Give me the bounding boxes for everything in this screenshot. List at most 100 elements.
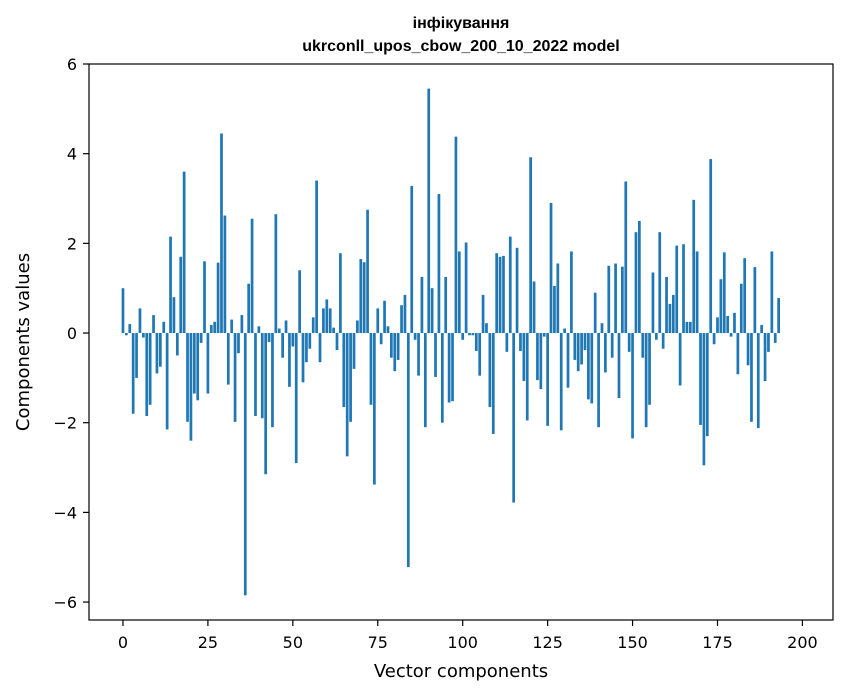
bar bbox=[257, 326, 261, 334]
bar bbox=[206, 333, 210, 394]
x-axis-label: Vector components bbox=[374, 661, 548, 682]
bar bbox=[536, 333, 539, 381]
bar bbox=[131, 333, 135, 414]
bar bbox=[454, 136, 458, 334]
bar bbox=[553, 285, 556, 334]
bar bbox=[648, 333, 651, 405]
y-tick-label: −6 bbox=[53, 593, 77, 612]
bar bbox=[722, 252, 726, 334]
bar bbox=[590, 333, 594, 404]
bar bbox=[488, 333, 492, 408]
bar bbox=[294, 333, 298, 464]
bar bbox=[430, 288, 434, 334]
bar bbox=[542, 333, 546, 337]
bar bbox=[369, 333, 373, 405]
bar bbox=[777, 298, 780, 334]
y-tick-label: −2 bbox=[53, 414, 77, 433]
bar bbox=[658, 232, 662, 334]
bar bbox=[427, 88, 431, 334]
chart-title: інфікування bbox=[413, 15, 510, 32]
bar bbox=[614, 263, 617, 334]
x-tick-label: 100 bbox=[447, 633, 478, 652]
bar bbox=[498, 256, 502, 334]
bar bbox=[631, 333, 634, 439]
bar bbox=[223, 215, 227, 334]
bar bbox=[549, 203, 553, 334]
bar bbox=[580, 333, 583, 365]
bar bbox=[165, 333, 169, 430]
bar bbox=[271, 333, 274, 428]
bar bbox=[396, 333, 400, 360]
bar bbox=[556, 263, 560, 334]
bar bbox=[695, 251, 699, 334]
bar bbox=[491, 333, 495, 434]
bar bbox=[576, 333, 580, 372]
bar bbox=[607, 265, 611, 334]
bar bbox=[675, 245, 679, 334]
bar bbox=[373, 333, 376, 485]
bar bbox=[152, 315, 155, 334]
bar bbox=[502, 255, 505, 334]
bar bbox=[661, 333, 665, 349]
bar bbox=[688, 321, 692, 334]
bar bbox=[546, 333, 549, 426]
bar bbox=[243, 333, 247, 596]
bar bbox=[250, 218, 254, 334]
bar bbox=[641, 333, 645, 358]
bar bbox=[665, 276, 668, 334]
bar bbox=[478, 333, 482, 376]
bar bbox=[386, 326, 390, 334]
bar bbox=[440, 333, 444, 423]
bar bbox=[447, 333, 451, 403]
bar bbox=[682, 244, 685, 334]
bar bbox=[573, 333, 577, 360]
y-tick-label: −4 bbox=[53, 503, 77, 522]
bar bbox=[247, 283, 251, 334]
bar bbox=[746, 333, 750, 366]
bar bbox=[376, 308, 380, 334]
bar bbox=[400, 305, 403, 334]
bar bbox=[390, 333, 393, 358]
bar bbox=[284, 320, 288, 334]
y-tick-label: 0 bbox=[67, 324, 77, 343]
bar bbox=[318, 333, 322, 363]
y-axis-ticks: −6 −4 −2 0 2 4 6 bbox=[53, 55, 89, 612]
bar bbox=[621, 266, 624, 334]
bar bbox=[423, 333, 427, 428]
bar bbox=[125, 333, 128, 336]
bar bbox=[301, 333, 305, 383]
bar bbox=[760, 324, 764, 334]
bar bbox=[420, 276, 424, 334]
bars-group bbox=[121, 88, 780, 596]
bar bbox=[495, 253, 499, 334]
bar bbox=[729, 333, 733, 337]
bar bbox=[383, 300, 386, 334]
bar bbox=[233, 333, 237, 422]
bar bbox=[587, 333, 590, 400]
bar bbox=[240, 315, 244, 334]
x-tick-label: 125 bbox=[532, 633, 563, 652]
bar bbox=[345, 333, 349, 457]
bar bbox=[128, 324, 132, 334]
bar bbox=[308, 333, 312, 349]
bar bbox=[627, 333, 631, 352]
x-tick-label: 50 bbox=[283, 633, 303, 652]
bar bbox=[529, 157, 532, 334]
bar bbox=[291, 333, 295, 347]
bar bbox=[583, 333, 587, 351]
y-tick-label: 4 bbox=[67, 145, 77, 164]
x-tick-label: 175 bbox=[702, 633, 733, 652]
bar bbox=[277, 328, 281, 334]
bar bbox=[750, 333, 753, 422]
bar bbox=[471, 333, 475, 336]
bar bbox=[485, 323, 488, 334]
bar bbox=[736, 333, 740, 375]
bar bbox=[434, 333, 437, 377]
bar bbox=[699, 333, 702, 425]
bar bbox=[328, 308, 332, 334]
bar bbox=[322, 308, 325, 334]
bar bbox=[593, 292, 597, 334]
bar bbox=[559, 333, 563, 431]
bar bbox=[739, 283, 743, 334]
bar bbox=[362, 262, 366, 334]
